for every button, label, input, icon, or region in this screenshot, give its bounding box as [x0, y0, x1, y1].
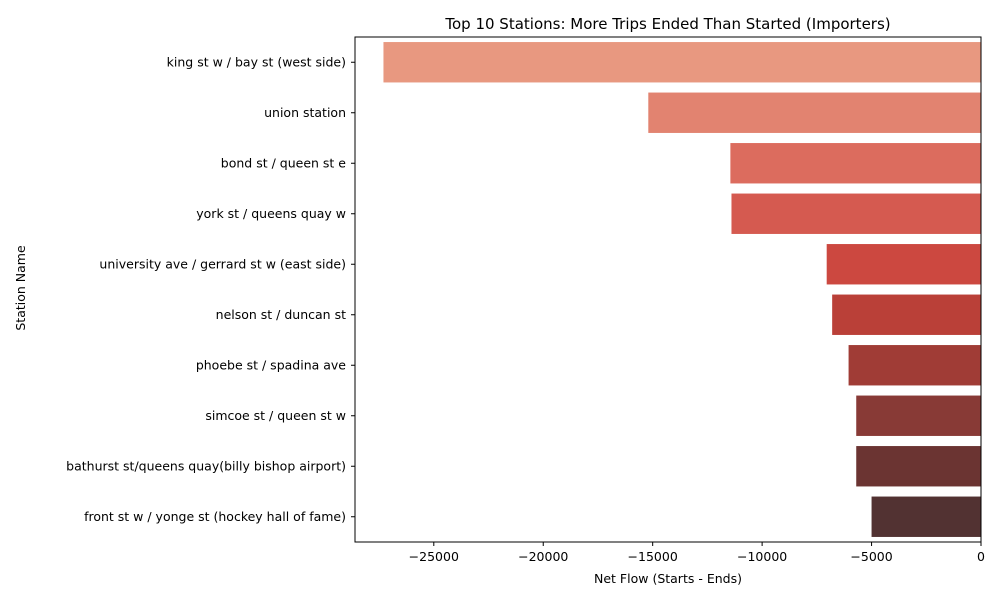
- y-tick-label: union station: [264, 105, 346, 120]
- x-axis-label: Net Flow (Starts - Ends): [594, 571, 742, 586]
- y-tick-label: nelson st / duncan st: [216, 307, 346, 322]
- bar: [848, 345, 981, 386]
- y-tick-labels: king st w / bay st (west side) union stat…: [66, 55, 355, 524]
- y-tick-label: simcoe st / queen st w: [205, 408, 346, 423]
- y-tick-label: phoebe st / spadina ave: [196, 358, 346, 373]
- y-tick-label: york st / queens quay w: [196, 206, 346, 221]
- bar: [871, 496, 981, 537]
- bar: [856, 395, 981, 436]
- x-tick-label: −25000: [409, 549, 459, 564]
- bar: [826, 244, 981, 285]
- bars-group: [383, 42, 981, 537]
- plot-frame: [354, 36, 982, 543]
- y-tick-label: king st w / bay st (west side): [167, 55, 346, 70]
- bar: [730, 143, 981, 184]
- chart-title: Top 10 Stations: More Trips Ended Than S…: [444, 15, 890, 33]
- bar: [648, 92, 981, 133]
- x-tick-label: −15000: [628, 549, 678, 564]
- bar: [856, 446, 981, 487]
- x-axis-ticks: −25000 −20000 −15000 −10000 −5000 0: [409, 542, 985, 564]
- y-tick-label: front st w / yonge st (hockey hall of fa…: [84, 509, 346, 524]
- y-tick-label: bond st / queen st e: [221, 156, 347, 171]
- bar: [731, 193, 981, 234]
- bar: [832, 294, 981, 335]
- x-tick-label: −20000: [518, 549, 568, 564]
- bar: [383, 42, 981, 83]
- x-tick-label: 0: [977, 549, 985, 564]
- y-tick-label: university ave / gerrard st w (east side…: [99, 257, 346, 272]
- y-tick-label: bathurst st/queens quay(billy bishop air…: [66, 459, 346, 474]
- x-tick-label: −10000: [737, 549, 787, 564]
- y-axis-label: Station Name: [13, 245, 28, 331]
- x-tick-label: −5000: [850, 549, 892, 564]
